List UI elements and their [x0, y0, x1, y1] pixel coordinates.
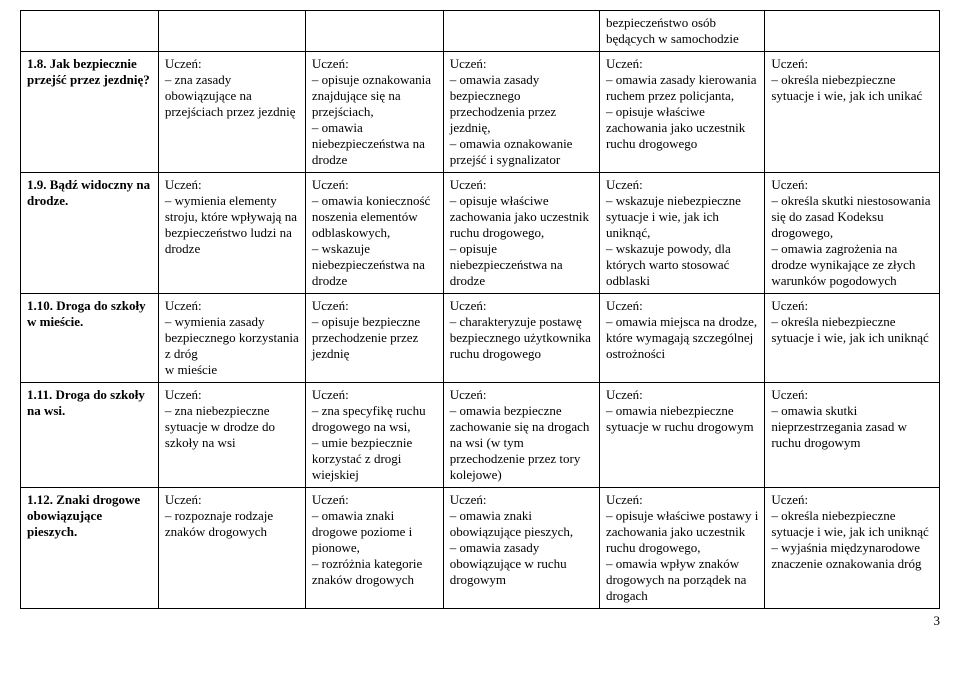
table-cell: Uczeń:– określa skutki niestosowania się…	[765, 173, 940, 294]
table-row: 1.10. Droga do szkoły w mieście.Uczeń:– …	[21, 294, 940, 383]
table-cell	[443, 11, 599, 52]
table-cell: Uczeń:– omawia miejsca na drodze, które …	[599, 294, 764, 383]
table-cell: Uczeń:– omawia niebezpieczne sytuacje w …	[599, 383, 764, 488]
table-cell: Uczeń:– wskazuje niebezpieczne sytuacje …	[599, 173, 764, 294]
table-cell: Uczeń:– zna specyfikę ruchu drogowego na…	[305, 383, 443, 488]
table-cell: Uczeń:– omawia bezpieczne zachowanie się…	[443, 383, 599, 488]
table-cell	[305, 11, 443, 52]
table-cell: Uczeń:– omawia zasady bezpiecznego przec…	[443, 52, 599, 173]
table-cell: Uczeń:– opisuje właściwe zachowania jako…	[443, 173, 599, 294]
curriculum-table: bezpieczeństwo osób będących w samochodz…	[20, 10, 940, 609]
topic-cell: 1.11. Droga do szkoły na wsi.	[21, 383, 159, 488]
table-cell: Uczeń:– omawia znaki obowiązujące pieszy…	[443, 488, 599, 609]
table-cell: Uczeń:– określa niebezpieczne sytuacje i…	[765, 52, 940, 173]
table-row: 1.9. Bądź widoczny na drodze.Uczeń:– wym…	[21, 173, 940, 294]
table-cell: Uczeń:– omawia znaki drogowe poziome i p…	[305, 488, 443, 609]
page-number: 3	[20, 613, 940, 629]
table-cell: Uczeń:– opisuje oznakowania znajdujące s…	[305, 52, 443, 173]
table-cell: Uczeń:– zna zasady obowiązujące na przej…	[158, 52, 305, 173]
topic-cell: 1.8. Jak bezpiecznie przejść przez jezdn…	[21, 52, 159, 173]
table-cell: Uczeń:– wymienia elementy stroju, które …	[158, 173, 305, 294]
table-row: 1.11. Droga do szkoły na wsi.Uczeń:– zna…	[21, 383, 940, 488]
table-row: 1.12. Znaki drogowe obowiązujące pieszyc…	[21, 488, 940, 609]
table-cell: Uczeń:– wymienia zasady bezpiecznego kor…	[158, 294, 305, 383]
table-cell: Uczeń:– określa niebezpieczne sytuacje i…	[765, 488, 940, 609]
table-row: 1.8. Jak bezpiecznie przejść przez jezdn…	[21, 52, 940, 173]
table-cell: bezpieczeństwo osób będących w samochodz…	[599, 11, 764, 52]
table-cell: Uczeń:– charakteryzuje postawę bezpieczn…	[443, 294, 599, 383]
table-cell: Uczeń:– zna niebezpieczne sytuacje w dro…	[158, 383, 305, 488]
table-cell	[21, 11, 159, 52]
table-cell: Uczeń:– rozpoznaje rodzaje znaków drogow…	[158, 488, 305, 609]
table-cell: Uczeń:– omawia zasady kierowania ruchem …	[599, 52, 764, 173]
table-cell: Uczeń:– określa niebezpieczne sytuacje i…	[765, 294, 940, 383]
topic-cell: 1.12. Znaki drogowe obowiązujące pieszyc…	[21, 488, 159, 609]
table-cell	[158, 11, 305, 52]
topic-cell: 1.10. Droga do szkoły w mieście.	[21, 294, 159, 383]
table-cell	[765, 11, 940, 52]
table-cell: Uczeń:– omawia konieczność noszenia elem…	[305, 173, 443, 294]
topic-cell: 1.9. Bądź widoczny na drodze.	[21, 173, 159, 294]
table-cell: Uczeń:– opisuje bezpieczne przechodzenie…	[305, 294, 443, 383]
table-cell: Uczeń:– opisuje właściwe postawy i zacho…	[599, 488, 764, 609]
table-cell: Uczeń:– omawia skutki nieprzestrzegania …	[765, 383, 940, 488]
